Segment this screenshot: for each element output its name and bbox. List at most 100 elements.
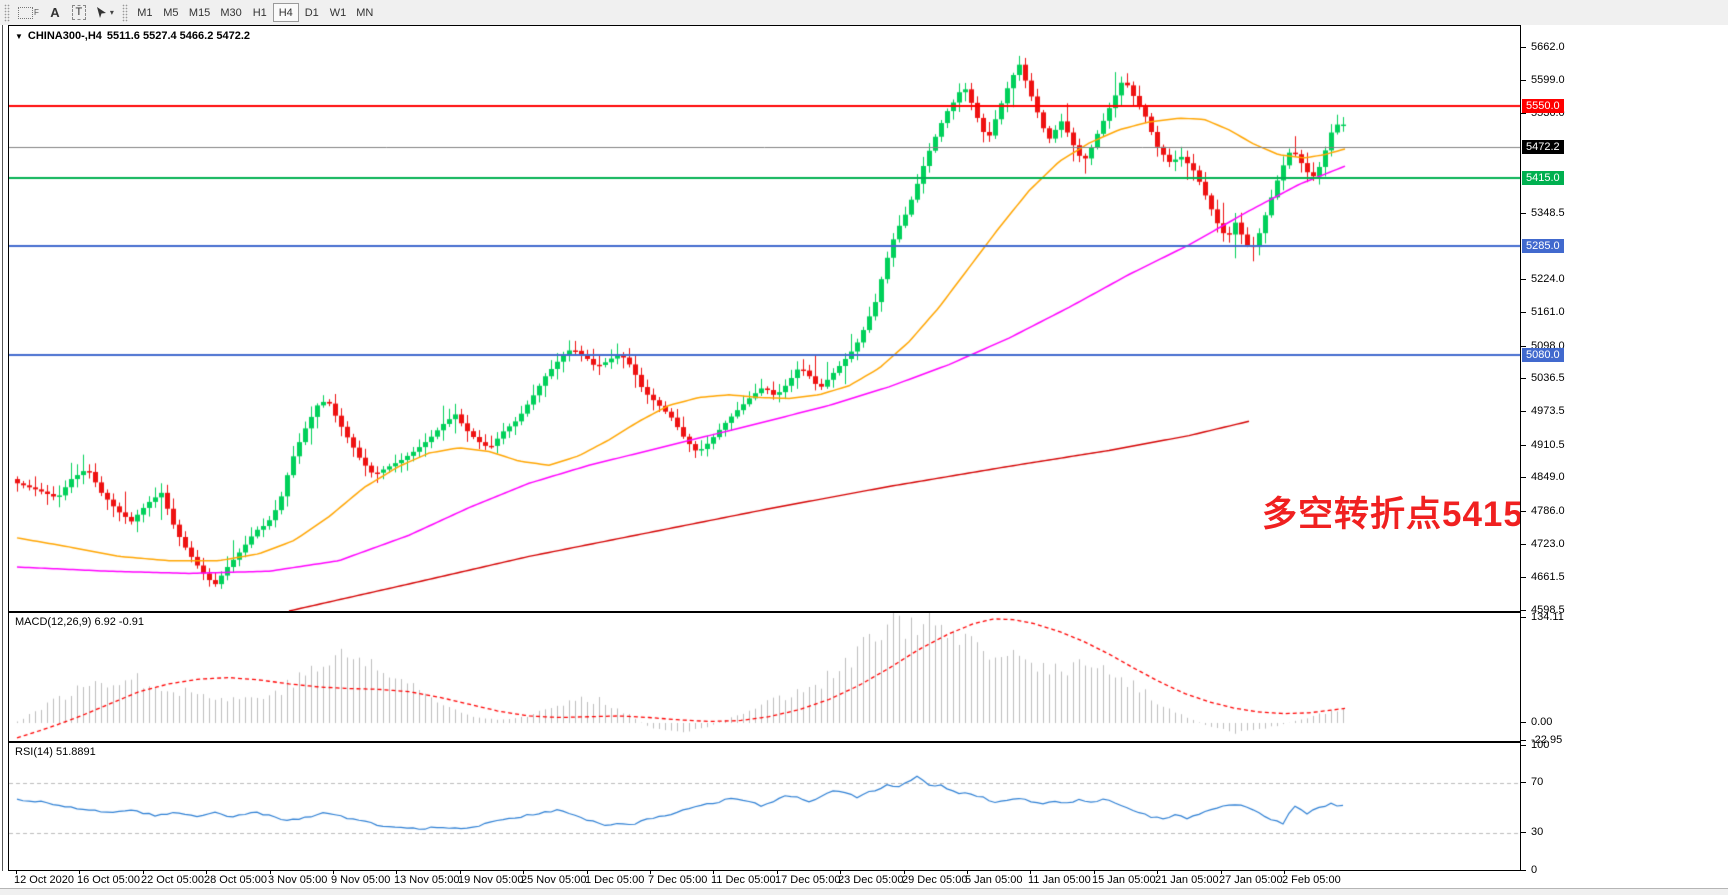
timeframe-button-h1[interactable]: H1: [247, 3, 273, 22]
date-label: 19 Nov 05:00: [458, 874, 524, 886]
date-tick-mark: [713, 871, 714, 874]
price-tick-label: 4973.5: [1531, 405, 1565, 417]
price-chart-canvas[interactable]: [9, 26, 1520, 611]
date-tick-mark: [967, 871, 968, 874]
date-label: 23 Dec 05:00: [838, 874, 904, 886]
date-tick-mark: [460, 871, 461, 874]
timeframe-button-mn[interactable]: MN: [351, 3, 378, 22]
axis-tick-mark: [1521, 47, 1526, 48]
timeframe-button-m5[interactable]: M5: [158, 3, 184, 22]
panel-separator[interactable]: [9, 741, 1520, 743]
price-tick-label: 5599.0: [1531, 74, 1565, 86]
date-label: 11 Dec 05:00: [711, 874, 776, 886]
price-tick-label: 4723.0: [1531, 538, 1565, 550]
price-tick-label: 4910.5: [1531, 439, 1565, 451]
price-tick-label: 5348.5: [1531, 207, 1565, 219]
date-tick-mark: [1157, 871, 1158, 874]
axis-tick-mark: [1521, 346, 1526, 347]
date-label: 12 Oct 2020: [14, 874, 74, 886]
date-tick-mark: [523, 871, 524, 874]
symbol-period-label: CHINA300-,H4: [27, 30, 102, 42]
date-tick-mark: [206, 871, 207, 874]
rsi-label: RSI(14) 51.8891: [15, 746, 96, 758]
timeframe-button-d1[interactable]: D1: [299, 3, 325, 22]
date-label: 11 Jan 05:00: [1028, 874, 1091, 886]
chart-window: ▼ CHINA300-,H4 5511.6 5527.4 5466.2 5472…: [0, 25, 1728, 895]
axis-tick-mark: [1521, 113, 1526, 114]
timeframe-button-m1[interactable]: M1: [132, 3, 158, 22]
rsi-canvas[interactable]: [9, 743, 1520, 870]
date-tick-mark: [1221, 871, 1222, 874]
date-tick-mark: [587, 871, 588, 874]
rsi-tick-label: 70: [1531, 776, 1544, 788]
arrow-tools-button[interactable]: ▾: [91, 2, 118, 23]
axis-tick-mark: [1521, 722, 1526, 723]
date-label: 28 Oct 05:00: [204, 874, 267, 886]
price-level-badge: 5080.0: [1522, 348, 1564, 362]
toolbar-drag-handle[interactable]: [4, 3, 10, 22]
date-tick-mark: [333, 871, 334, 874]
letter-t-icon: T: [71, 5, 87, 20]
timeframe-group-handle[interactable]: [121, 3, 128, 22]
rsi-tick-label: 100: [1531, 739, 1550, 751]
collapse-triangle-icon[interactable]: ▼: [15, 31, 23, 41]
price-level-badge: 5285.0: [1522, 239, 1564, 253]
axis-tick-mark: [1521, 477, 1526, 478]
panel-separator[interactable]: [9, 611, 1520, 613]
chart-title: ▼ CHINA300-,H4 5511.6 5527.4 5466.2 5472…: [15, 30, 250, 42]
macd-tick-label: 134.11: [1531, 611, 1564, 623]
axis-tick-mark: [1521, 80, 1526, 81]
macd-panel: MACD(12,26,9) 6.92 -0.91: [9, 613, 1520, 741]
axis-tick-mark: [1521, 832, 1526, 833]
price-axis: 5662.0 5599.0 5536.0 5348.5 5224.0 5161.0 5098…: [1521, 25, 1728, 876]
timeframe-button-m30[interactable]: M30: [215, 3, 246, 22]
axis-tick-mark: [1521, 745, 1526, 746]
date-label: 1 Dec 05:00: [585, 874, 645, 886]
date-label: 16 Oct 05:00: [77, 874, 140, 886]
price-level-badge: 5550.0: [1522, 99, 1564, 113]
macd-tick-label: -22.95: [1531, 734, 1563, 746]
data-window-icon[interactable]: F: [14, 2, 43, 23]
axis-tick-mark: [1521, 577, 1526, 578]
price-tick-label: 5662.0: [1531, 41, 1565, 53]
macd-label: MACD(12,26,9) 6.92 -0.91: [15, 616, 145, 628]
axis-tick-mark: [1521, 870, 1526, 871]
axis-tick-mark: [1521, 213, 1526, 214]
price-level-badge: 5472.2: [1522, 140, 1564, 154]
chart-text-annotation[interactable]: 多空转折点5415: [1262, 495, 1520, 534]
date-label: 17 Dec 05:00: [775, 874, 841, 886]
time-axis[interactable]: 12 Oct 2020 16 Oct 05:00 22 Oct 05:00 28 Oc…: [8, 871, 1521, 888]
axis-tick-mark: [1521, 740, 1526, 741]
date-tick-mark: [143, 871, 144, 874]
date-label: 2 Feb 05:00: [1282, 874, 1341, 886]
axis-tick-mark: [1521, 411, 1526, 412]
axis-tick-mark: [1521, 378, 1526, 379]
rsi-panel: RSI(14) 51.8891: [9, 743, 1520, 870]
axis-tick-mark: [1521, 511, 1526, 512]
timeframe-button-w1[interactable]: W1: [325, 3, 352, 22]
timeframe-button-h4[interactable]: H4: [272, 3, 299, 22]
date-label: 22 Oct 05:00: [141, 874, 204, 886]
insert-text-icon[interactable]: A: [43, 2, 67, 23]
date-tick-mark: [270, 871, 271, 874]
status-bar: [0, 888, 1728, 895]
date-tick-mark: [16, 871, 17, 874]
date-tick-mark: [396, 871, 397, 874]
axis-tick-mark: [1521, 279, 1526, 280]
rsi-tick-label: 30: [1531, 826, 1544, 838]
date-label: 13 Nov 05:00: [394, 874, 460, 886]
macd-tick-label: 0.00: [1531, 716, 1553, 728]
price-tick-label: 4661.5: [1531, 571, 1565, 583]
date-tick-mark: [840, 871, 841, 874]
axis-tick-mark: [1521, 445, 1526, 446]
price-tick-label: 5161.0: [1531, 306, 1565, 318]
macd-canvas[interactable]: [9, 613, 1520, 741]
price-level-badge: 5415.0: [1522, 171, 1564, 185]
date-tick-mark: [1284, 871, 1285, 874]
insert-textbox-icon[interactable]: T: [67, 2, 91, 23]
date-label: 9 Nov 05:00: [331, 874, 391, 886]
timeframe-toolbar: M1 M5 M15 M30 H1 H4 D1 W1 MN: [132, 3, 378, 22]
date-label: 15 Jan 05:00: [1092, 874, 1156, 886]
axis-tick-mark: [1521, 610, 1526, 611]
timeframe-button-m15[interactable]: M15: [184, 3, 215, 22]
